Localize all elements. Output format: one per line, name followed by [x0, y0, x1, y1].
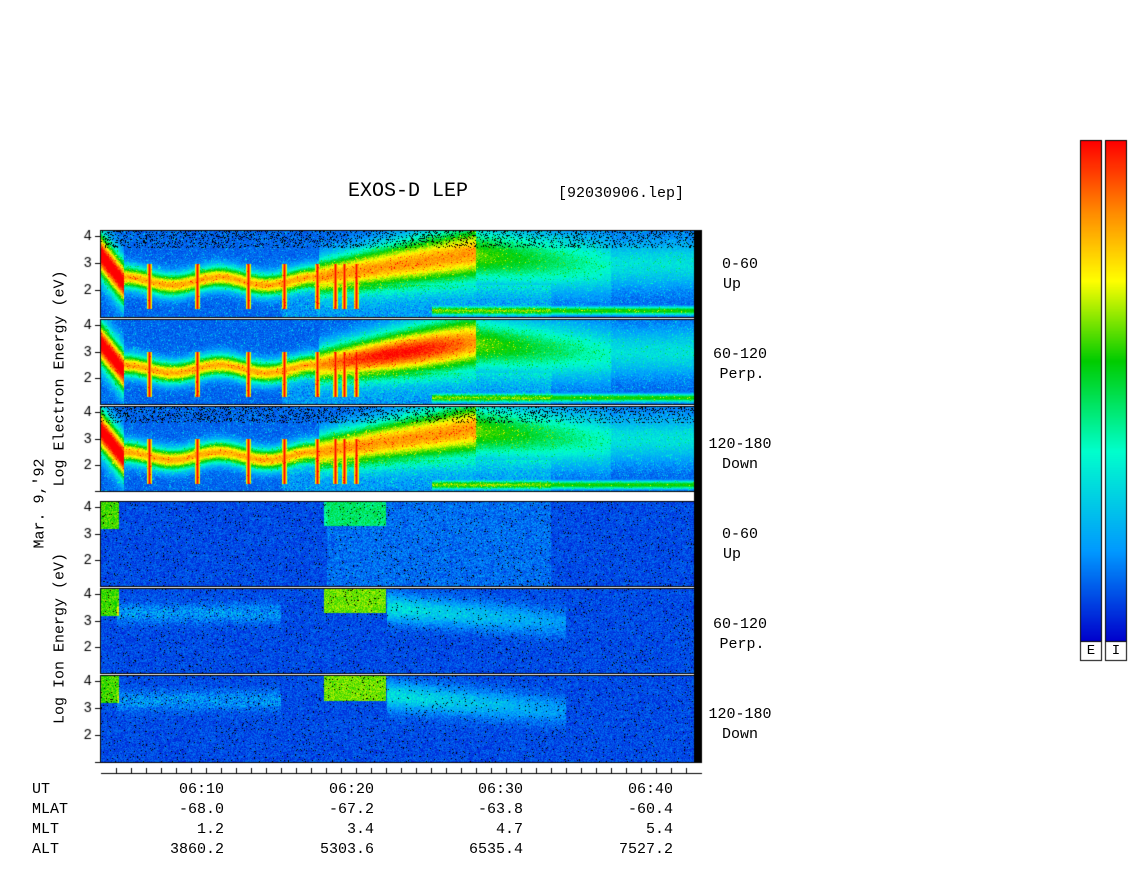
panel-2-direction: Perp. — [719, 366, 765, 383]
alt-value: 5303.6 — [319, 841, 374, 858]
panel-4-pitch: 0-60 — [721, 526, 758, 543]
panel-1-direction: Up — [722, 276, 741, 293]
ion-axis-label: Log Ion Energy (eV) — [51, 552, 69, 725]
ut-tick-label: 06:30 — [477, 781, 523, 798]
panel-6-direction: Down — [721, 726, 758, 743]
panel-6-pitch: 120-180 — [708, 706, 772, 723]
mlt-value: 4.7 — [495, 821, 523, 838]
panel-2-pitch: 60-120 — [712, 346, 767, 363]
row-label-mlat: MLAT — [32, 801, 69, 818]
alt-value: 6535.4 — [468, 841, 523, 858]
mlat-value: -60.4 — [627, 801, 673, 818]
ut-tick-label: 06:40 — [627, 781, 673, 798]
panel-5-direction: Perp. — [719, 636, 765, 653]
colorbar-electron-label: E — [1086, 643, 1096, 659]
mlat-value: -63.8 — [477, 801, 523, 818]
panel-4-direction: Up — [722, 546, 741, 563]
mlt-value: 5.4 — [645, 821, 673, 838]
alt-value: 7527.2 — [618, 841, 673, 858]
date-label: Mar. 9,'92 — [31, 458, 49, 549]
mlat-value: -67.2 — [328, 801, 374, 818]
file-name: [92030906.lep] — [558, 185, 685, 202]
panel-3-pitch: 120-180 — [708, 436, 772, 453]
electron-axis-label: Log Electron Energy (eV) — [51, 270, 69, 487]
mlt-value: 3.4 — [346, 821, 374, 838]
ut-tick-label: 06:10 — [178, 781, 224, 798]
mlat-value: -68.0 — [178, 801, 224, 818]
colorbar-ion-label: I — [1111, 643, 1121, 659]
ut-tick-label: 06:20 — [328, 781, 374, 798]
mlt-value: 1.2 — [196, 821, 224, 838]
row-label-alt: ALT — [32, 841, 60, 858]
row-label-mlt: MLT — [32, 821, 60, 838]
panel-3-direction: Down — [721, 456, 758, 473]
chart-title: EXOS-D LEP — [347, 180, 469, 203]
panel-5-pitch: 60-120 — [712, 616, 767, 633]
panel-1-pitch: 0-60 — [721, 256, 758, 273]
row-label-ut: UT — [32, 781, 51, 798]
alt-value: 3860.2 — [169, 841, 224, 858]
